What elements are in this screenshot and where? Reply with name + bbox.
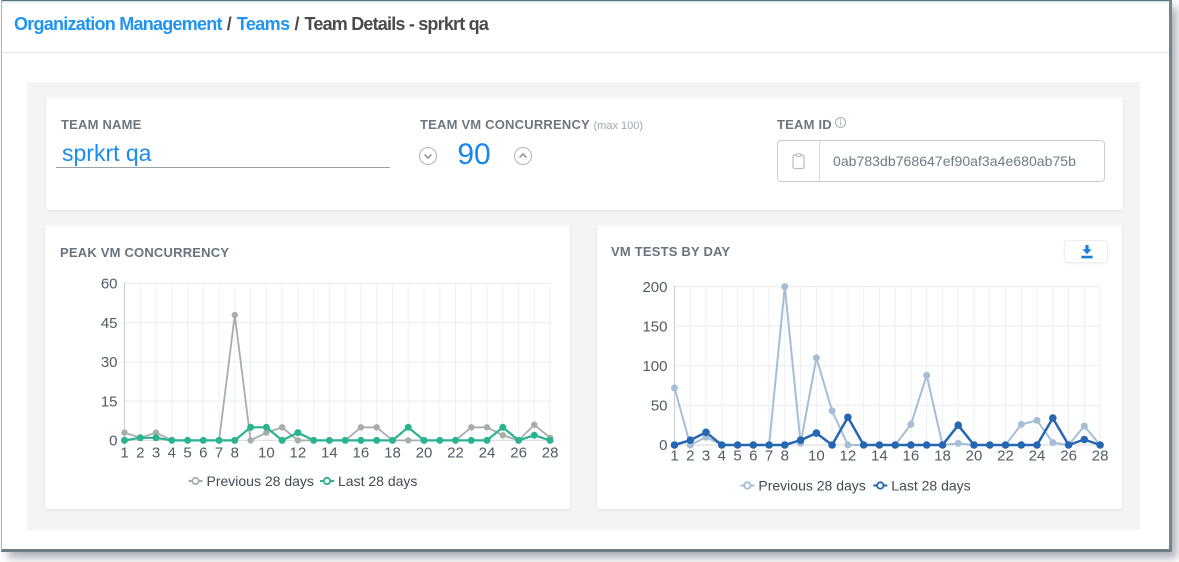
svg-text:2: 2 — [686, 448, 694, 465]
svg-text:14: 14 — [321, 445, 338, 462]
svg-text:18: 18 — [384, 445, 401, 462]
svg-text:3: 3 — [702, 448, 710, 465]
svg-text:6: 6 — [749, 448, 757, 465]
svg-text:22: 22 — [447, 445, 464, 462]
svg-text:16: 16 — [353, 445, 370, 462]
svg-text:16: 16 — [903, 448, 920, 465]
svg-text:Last 28 days: Last 28 days — [891, 478, 970, 494]
svg-text:30: 30 — [101, 354, 118, 371]
svg-text:14: 14 — [871, 448, 888, 465]
svg-text:26: 26 — [510, 445, 527, 462]
svg-text:12: 12 — [840, 448, 857, 465]
svg-text:10: 10 — [258, 445, 275, 462]
svg-text:0: 0 — [659, 437, 667, 454]
svg-text:0: 0 — [109, 433, 117, 450]
svg-text:20: 20 — [416, 445, 433, 462]
svg-text:45: 45 — [101, 315, 118, 332]
svg-text:24: 24 — [1029, 448, 1046, 465]
svg-text:22: 22 — [997, 448, 1014, 465]
svg-text:15: 15 — [101, 393, 118, 410]
svg-text:5: 5 — [183, 445, 191, 462]
svg-text:Last 28 days: Last 28 days — [338, 473, 417, 489]
svg-text:100: 100 — [642, 358, 667, 375]
svg-text:7: 7 — [765, 448, 773, 465]
svg-text:12: 12 — [290, 445, 307, 462]
svg-text:4: 4 — [718, 448, 726, 465]
svg-text:50: 50 — [651, 398, 668, 415]
svg-text:10: 10 — [808, 448, 825, 465]
svg-text:Previous 28 days: Previous 28 days — [758, 478, 865, 494]
svg-text:200: 200 — [642, 279, 667, 296]
svg-text:6: 6 — [199, 445, 207, 462]
svg-text:8: 8 — [231, 445, 239, 462]
svg-text:Previous 28 days: Previous 28 days — [207, 473, 314, 489]
svg-text:18: 18 — [934, 448, 951, 465]
svg-text:3: 3 — [152, 445, 160, 462]
svg-text:20: 20 — [966, 448, 983, 465]
svg-text:26: 26 — [1060, 448, 1077, 465]
svg-text:1: 1 — [670, 448, 678, 465]
svg-text:60: 60 — [101, 276, 118, 293]
svg-text:2: 2 — [136, 445, 144, 462]
svg-text:7: 7 — [215, 445, 223, 462]
svg-text:24: 24 — [479, 445, 496, 462]
svg-text:5: 5 — [733, 448, 741, 465]
svg-text:1: 1 — [120, 445, 128, 462]
svg-text:150: 150 — [642, 318, 667, 335]
svg-text:8: 8 — [781, 448, 789, 465]
svg-text:28: 28 — [1092, 448, 1109, 465]
svg-text:28: 28 — [542, 445, 559, 462]
svg-text:4: 4 — [168, 445, 176, 462]
